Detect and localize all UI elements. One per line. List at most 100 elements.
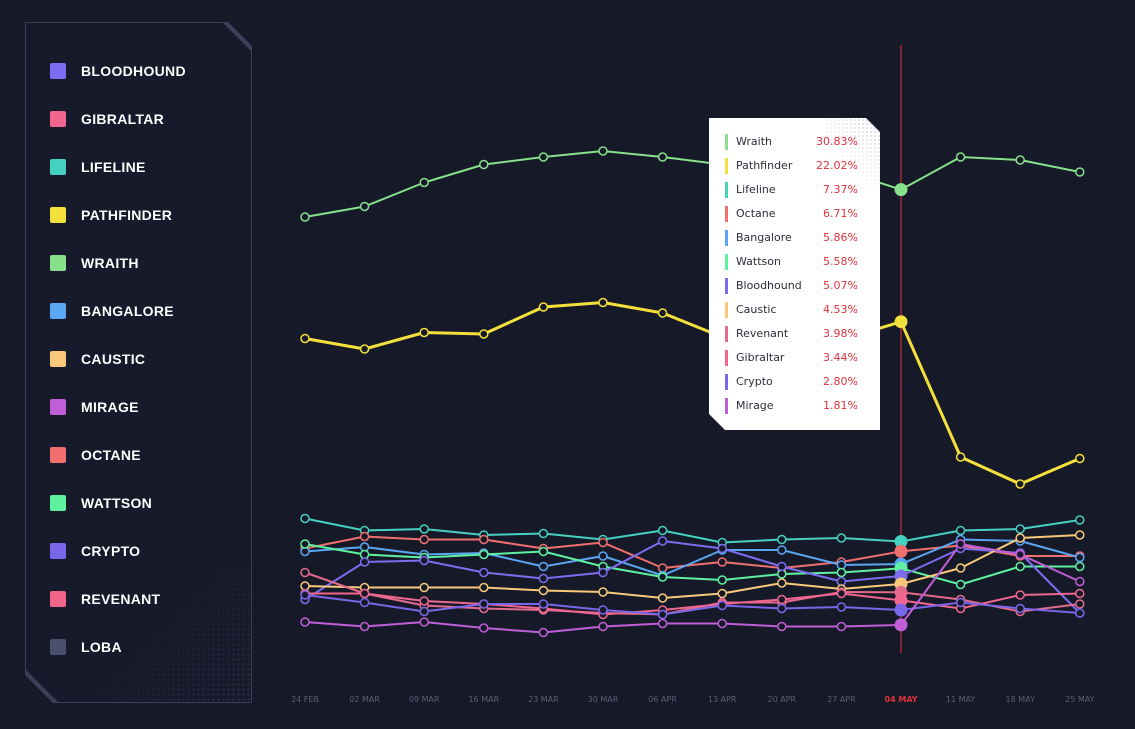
highlight-point-pathfinder[interactable]	[894, 315, 908, 329]
data-point-lifeline[interactable]	[836, 533, 847, 543]
legend-item-pathfinder[interactable]: PATHFINDER	[50, 205, 172, 225]
data-point-pathfinder[interactable]	[657, 308, 668, 318]
data-point-octane[interactable]	[598, 537, 608, 548]
data-point-gibraltar[interactable]	[359, 588, 370, 599]
data-point-octane[interactable]	[359, 531, 370, 542]
data-point-mirage[interactable]	[836, 621, 847, 632]
highlight-point-lifeline[interactable]	[894, 535, 908, 548]
data-point-crypto[interactable]	[717, 600, 727, 611]
data-point-lifeline[interactable]	[419, 524, 429, 534]
data-point-gibraltar[interactable]	[836, 588, 847, 599]
data-point-pathfinder[interactable]	[359, 344, 370, 354]
data-point-mirage[interactable]	[598, 621, 608, 632]
data-point-bloodhound[interactable]	[717, 543, 727, 554]
data-point-wraith[interactable]	[419, 177, 429, 188]
data-point-revenant[interactable]	[1075, 599, 1085, 609]
data-point-caustic[interactable]	[777, 578, 787, 588]
data-point-wattson[interactable]	[955, 579, 966, 590]
data-point-mirage[interactable]	[1075, 576, 1085, 587]
data-point-lifeline[interactable]	[777, 534, 787, 545]
data-point-revenant[interactable]	[300, 567, 310, 578]
data-point-wattson[interactable]	[479, 549, 489, 560]
data-point-caustic[interactable]	[419, 582, 429, 593]
data-point-wattson[interactable]	[836, 567, 847, 578]
data-point-pathfinder[interactable]	[1015, 479, 1025, 489]
data-point-crypto[interactable]	[300, 590, 310, 600]
data-point-mirage[interactable]	[955, 539, 966, 549]
data-point-lifeline[interactable]	[300, 513, 310, 524]
data-point-crypto[interactable]	[777, 603, 787, 614]
legend-item-wattson[interactable]: WATTSON	[50, 493, 152, 513]
data-point-bloodhound[interactable]	[419, 555, 429, 566]
data-point-wraith[interactable]	[300, 212, 310, 222]
legend-item-bangalore[interactable]: BANGALORE	[50, 301, 174, 321]
data-point-caustic[interactable]	[1015, 533, 1025, 543]
data-point-pathfinder[interactable]	[538, 302, 549, 312]
data-point-bloodhound[interactable]	[777, 561, 787, 572]
legend-item-revenant[interactable]: REVENANT	[50, 589, 160, 609]
highlight-point-octane[interactable]	[894, 544, 908, 558]
data-point-pathfinder[interactable]	[598, 297, 608, 308]
data-point-caustic[interactable]	[598, 587, 608, 597]
data-point-wraith[interactable]	[359, 201, 370, 212]
data-point-octane[interactable]	[479, 534, 489, 545]
legend-item-octane[interactable]: OCTANE	[50, 445, 141, 465]
data-point-caustic[interactable]	[538, 585, 549, 596]
legend-item-mirage[interactable]: MIRAGE	[50, 397, 139, 417]
data-point-wraith[interactable]	[479, 159, 489, 170]
legend-item-wraith[interactable]: WRAITH	[50, 253, 139, 273]
data-point-caustic[interactable]	[955, 563, 966, 573]
legend-item-bloodhound[interactable]: BLOODHOUND	[50, 61, 186, 81]
data-point-gibraltar[interactable]	[1075, 588, 1085, 599]
highlight-point-wraith[interactable]	[894, 183, 908, 197]
data-point-pathfinder[interactable]	[955, 452, 966, 462]
legend-item-caustic[interactable]: CAUSTIC	[50, 349, 145, 369]
data-point-pathfinder[interactable]	[479, 329, 489, 339]
data-point-wattson[interactable]	[717, 575, 727, 585]
highlight-point-gibraltar[interactable]	[894, 593, 908, 607]
data-point-crypto[interactable]	[955, 597, 966, 608]
data-point-wraith[interactable]	[1015, 155, 1025, 165]
data-point-bloodhound[interactable]	[479, 567, 489, 578]
data-point-bloodhound[interactable]	[598, 567, 608, 578]
highlight-point-mirage[interactable]	[894, 618, 908, 632]
data-point-octane[interactable]	[717, 557, 727, 567]
data-point-pathfinder[interactable]	[419, 327, 429, 338]
data-point-gibraltar[interactable]	[1015, 590, 1025, 600]
data-point-mirage[interactable]	[777, 621, 787, 632]
data-point-crypto[interactable]	[359, 597, 370, 608]
data-point-pathfinder[interactable]	[300, 333, 310, 344]
data-point-caustic[interactable]	[479, 582, 489, 593]
data-point-mirage[interactable]	[359, 621, 370, 632]
data-point-mirage[interactable]	[1015, 549, 1025, 560]
data-point-caustic[interactable]	[717, 588, 727, 599]
data-point-crypto[interactable]	[538, 599, 549, 609]
legend-item-crypto[interactable]: CRYPTO	[50, 541, 140, 561]
data-point-wraith[interactable]	[1075, 167, 1085, 177]
data-point-lifeline[interactable]	[657, 525, 668, 536]
data-point-crypto[interactable]	[836, 602, 847, 612]
data-point-crypto[interactable]	[419, 606, 429, 617]
data-point-wraith[interactable]	[657, 152, 668, 162]
highlight-point-crypto[interactable]	[894, 603, 908, 617]
data-point-wattson[interactable]	[1075, 561, 1085, 572]
data-point-gibraltar[interactable]	[777, 594, 787, 605]
data-point-crypto[interactable]	[479, 599, 489, 609]
data-point-bangalore[interactable]	[598, 551, 608, 561]
data-point-wattson[interactable]	[538, 546, 549, 557]
data-point-crypto[interactable]	[657, 609, 668, 620]
data-point-gibraltar[interactable]	[419, 596, 429, 606]
data-point-pathfinder[interactable]	[1075, 453, 1085, 464]
data-point-wattson[interactable]	[657, 572, 668, 582]
data-point-caustic[interactable]	[657, 593, 668, 603]
legend-item-gibraltar[interactable]: GIBRALTAR	[50, 109, 164, 129]
data-point-mirage[interactable]	[479, 623, 489, 633]
data-point-crypto[interactable]	[1075, 608, 1085, 618]
legend-item-loba[interactable]: LOBA	[50, 637, 122, 657]
data-point-lifeline[interactable]	[538, 528, 549, 539]
data-point-lifeline[interactable]	[955, 525, 966, 536]
data-point-octane[interactable]	[419, 534, 429, 545]
data-point-bloodhound[interactable]	[657, 536, 668, 546]
data-point-wraith[interactable]	[598, 146, 608, 156]
data-point-mirage[interactable]	[717, 618, 727, 629]
